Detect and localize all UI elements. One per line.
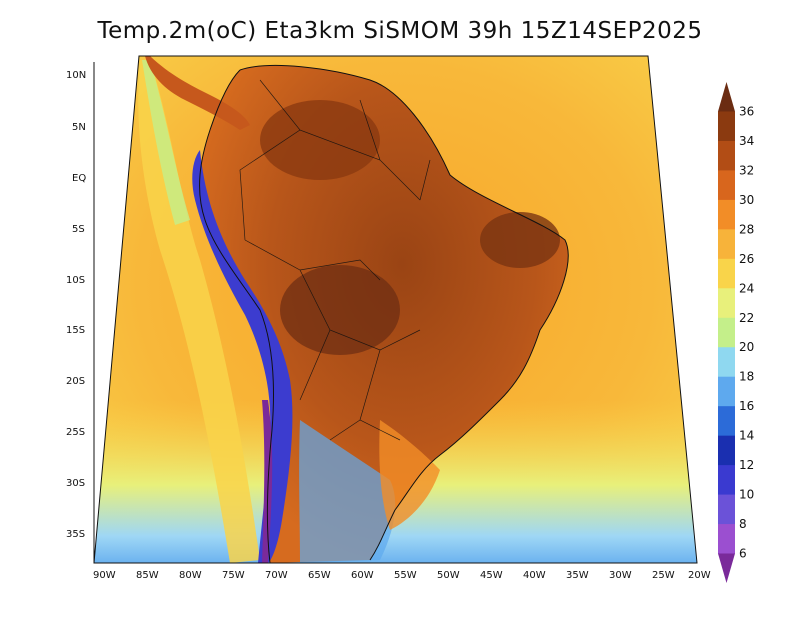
lon-label: 25W (652, 570, 675, 581)
colorbar: 36 34 32 30 28 26 24 22 20 18 16 14 12 10 8 6 (718, 82, 754, 583)
colorbar-label: 30 (739, 193, 754, 207)
colorbar-segment (718, 406, 735, 437)
pacific-coast-green (142, 60, 190, 225)
colorbar-label: 8 (739, 517, 747, 531)
lat-label: 5S (72, 224, 85, 235)
lat-label: 20S (66, 376, 85, 387)
colorbar-label: 6 (739, 547, 747, 561)
colorbar-segment (718, 435, 735, 466)
lon-label: 70W (265, 570, 288, 581)
colorbar-label: 26 (739, 252, 754, 266)
lon-label: 80W (179, 570, 202, 581)
andes-coldest (262, 400, 273, 563)
map-field (94, 56, 697, 563)
latitude-labels: 10N 5N EQ 5S 10S 15S 20S 25S 30S 35S (66, 70, 86, 540)
lat-label: EQ (72, 173, 86, 184)
country-borders (239, 79, 431, 441)
colorbar-segment (718, 317, 735, 348)
colorbar-segment (718, 347, 735, 378)
lat-label: 30S (66, 478, 85, 489)
lat-label: 15S (66, 325, 85, 336)
lon-label: 65W (308, 570, 331, 581)
colorbar-segment (718, 258, 735, 289)
colorbar-label: 22 (739, 311, 754, 325)
southern-cone-cool (299, 420, 396, 563)
longitude-labels: 90W 85W 80W 75W 70W 65W 60W 55W 50W 45W … (93, 570, 711, 581)
lon-label: 40W (523, 570, 546, 581)
lat-label: 10N (66, 70, 86, 81)
colorbar-segment (718, 111, 735, 142)
lat-label: 35S (66, 529, 85, 540)
map-title: Temp.2m(oC) Eta3km SiSMOM 39h 15Z14SEP20… (97, 18, 703, 44)
colorbar-label: 16 (739, 399, 754, 413)
colorbar-segment (718, 229, 735, 260)
colorbar-label: 24 (739, 281, 754, 295)
hot-region-center (280, 265, 400, 355)
lon-label: 60W (351, 570, 374, 581)
lon-label: 45W (480, 570, 503, 581)
colorbar-segment (718, 553, 735, 583)
lon-label: 35W (566, 570, 589, 581)
coastline (199, 64, 569, 563)
lat-label: 25S (66, 427, 85, 438)
lon-label: 75W (222, 570, 245, 581)
central-america-land (145, 56, 250, 130)
colorbar-segment (718, 376, 735, 407)
hot-region-north (260, 100, 380, 180)
lat-label: 5N (72, 122, 86, 133)
colorbar-label: 20 (739, 340, 754, 354)
uruguay-region (379, 420, 440, 530)
lon-label: 85W (136, 570, 159, 581)
colorbar-segment (718, 494, 735, 525)
colorbar-segment (718, 82, 735, 112)
colorbar-segment (718, 170, 735, 201)
colorbar-label: 14 (739, 429, 754, 443)
lon-label: 50W (437, 570, 460, 581)
andes-cold-band (192, 150, 293, 563)
lon-label: 30W (609, 570, 632, 581)
colorbar-label: 36 (739, 104, 754, 118)
colorbar-label: 12 (739, 458, 754, 472)
colorbar-label: 32 (739, 163, 754, 177)
colorbar-segment (718, 288, 735, 319)
colorbar-label: 18 (739, 370, 754, 384)
lat-label: 10S (66, 275, 85, 286)
colorbar-segment (718, 140, 735, 171)
colorbar-label: 28 (739, 222, 754, 236)
lon-label: 20W (688, 570, 711, 581)
colorbar-label: 10 (739, 488, 754, 502)
hot-region-northeast (480, 212, 560, 268)
colorbar-segment (718, 465, 735, 496)
lon-label: 90W (93, 570, 116, 581)
lon-label: 55W (394, 570, 417, 581)
colorbar-segment (718, 524, 735, 555)
colorbar-segment (718, 199, 735, 230)
colorbar-label: 34 (739, 134, 754, 148)
